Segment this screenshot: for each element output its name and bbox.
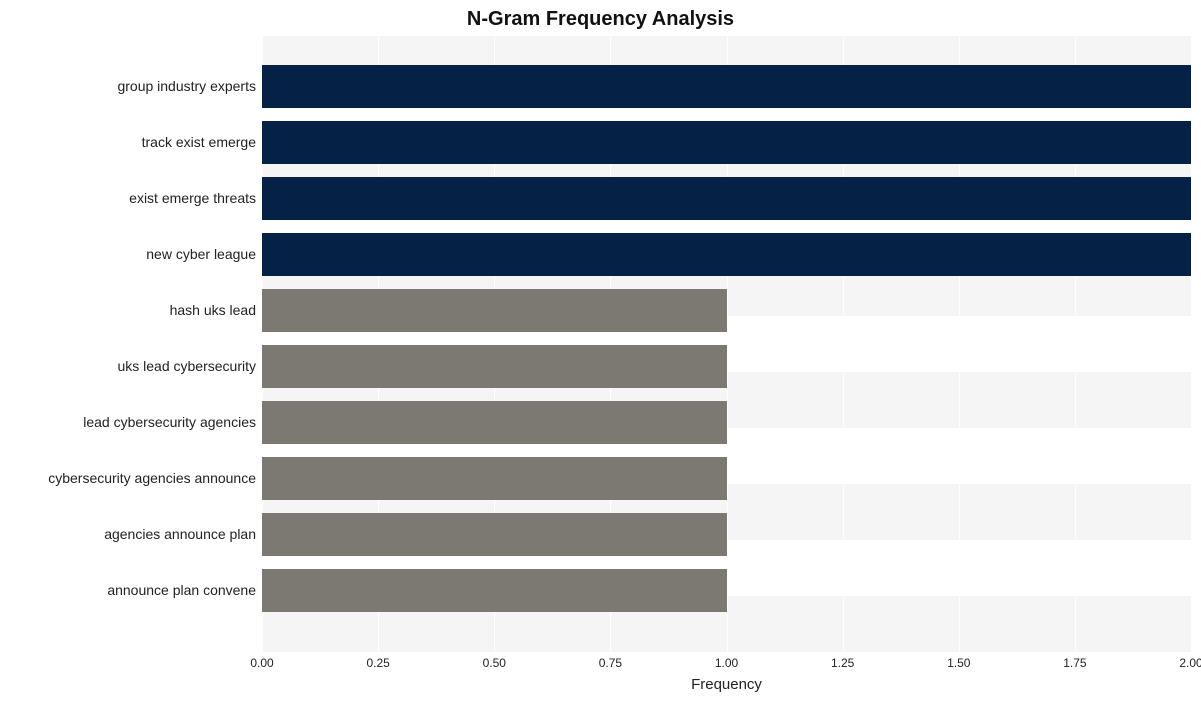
bar — [262, 289, 727, 332]
y-tick-label: lead cybersecurity agencies — [0, 414, 256, 430]
y-tick-label: cybersecurity agencies announce — [0, 470, 256, 486]
x-tick-label: 0.50 — [483, 656, 506, 670]
y-tick-label: uks lead cybersecurity — [0, 358, 256, 374]
x-tick-label: 0.75 — [599, 656, 622, 670]
bar — [262, 121, 1191, 164]
grid-line — [1191, 36, 1192, 652]
x-tick-label: 1.75 — [1063, 656, 1086, 670]
y-tick-label: new cyber league — [0, 246, 256, 262]
bar — [262, 345, 727, 388]
y-tick-label: track exist emerge — [0, 134, 256, 150]
y-tick-label: hash uks lead — [0, 302, 256, 318]
x-axis-label: Frequency — [262, 676, 1191, 693]
y-tick-label: announce plan convene — [0, 582, 256, 598]
x-tick-label: 1.00 — [715, 656, 738, 670]
chart-title: N-Gram Frequency Analysis — [0, 8, 1201, 31]
bar — [262, 233, 1191, 276]
bar — [262, 177, 1191, 220]
bar — [262, 457, 727, 500]
y-tick-label: group industry experts — [0, 78, 256, 94]
bar — [262, 401, 727, 444]
x-tick-label: 1.50 — [947, 656, 970, 670]
y-tick-label: exist emerge threats — [0, 190, 256, 206]
bar — [262, 65, 1191, 108]
x-tick-label: 0.00 — [250, 656, 273, 670]
x-tick-label: 1.25 — [831, 656, 854, 670]
x-tick-label: 2.00 — [1179, 656, 1201, 670]
ngram-chart: N-Gram Frequency Analysis Frequency 0.00… — [0, 0, 1201, 701]
bar — [262, 513, 727, 556]
y-tick-label: agencies announce plan — [0, 526, 256, 542]
plot-area — [262, 36, 1191, 652]
bar — [262, 569, 727, 612]
x-tick-label: 0.25 — [366, 656, 389, 670]
